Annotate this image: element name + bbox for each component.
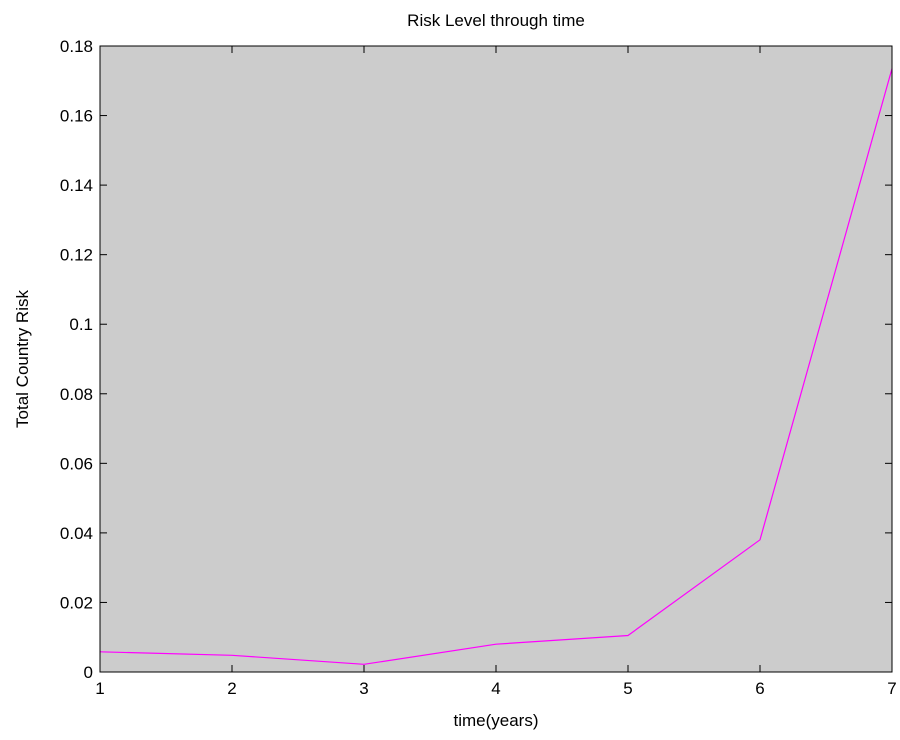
series-line [99, 68, 893, 665]
y-tick-label: 0.08 [60, 385, 93, 404]
x-tick-label: 6 [755, 679, 764, 698]
y-tick-label: 0.18 [60, 37, 93, 56]
y-tick-label: 0.16 [60, 107, 93, 126]
x-tick-label: 3 [359, 679, 368, 698]
plot-frame [99, 45, 893, 673]
y-tick-label: 0.02 [60, 593, 93, 612]
y-tick-label: 0 [84, 663, 93, 682]
y-tick-label: 0.14 [60, 176, 93, 195]
y-tick-label: 0.04 [60, 524, 93, 543]
x-tick-label: 5 [623, 679, 632, 698]
x-tick-label: 4 [491, 679, 500, 698]
x-axis-label: time(years) [453, 711, 538, 730]
y-axis-label: Total Country Risk [13, 290, 32, 428]
x-tick-label: 1 [95, 679, 104, 698]
y-tick-labels: 0 0.02 0.04 0.06 0.08 0.1 0.12 0.14 0.16 0.18 [60, 37, 93, 682]
plot-area [100, 46, 892, 672]
x-tick-labels: 1 2 3 4 5 6 7 [95, 679, 896, 698]
x-tick-label: 2 [227, 679, 236, 698]
y-tick-label: 0.06 [60, 454, 93, 473]
y-tick-label: 0.1 [69, 315, 93, 334]
series-layer [99, 68, 893, 665]
chart-title: Risk Level through time [407, 11, 585, 30]
x-tick-label: 7 [887, 679, 896, 698]
y-tick-label: 0.12 [60, 246, 93, 265]
